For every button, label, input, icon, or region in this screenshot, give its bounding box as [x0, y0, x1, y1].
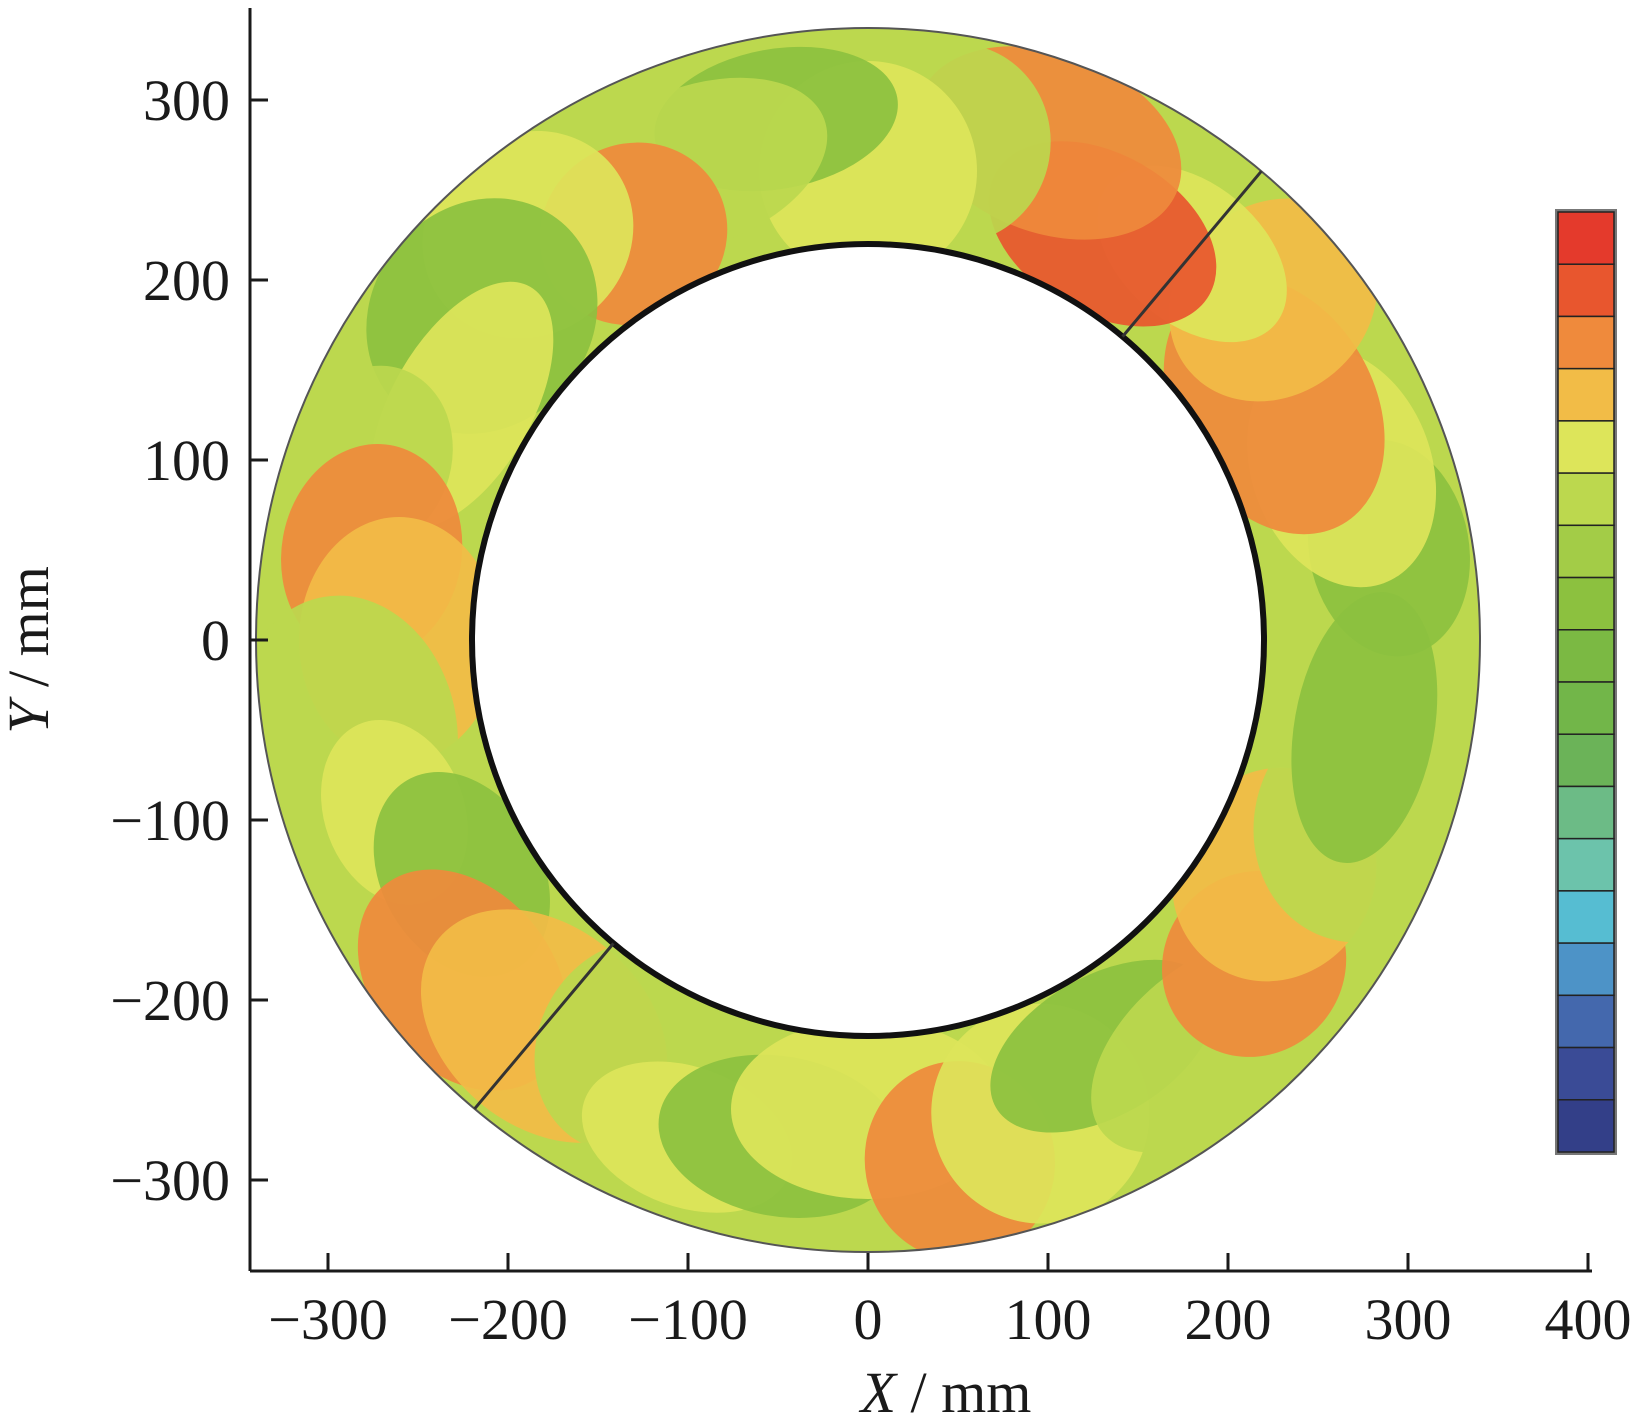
y-tick-label: −100	[110, 788, 230, 853]
x-tick-label: 300	[1365, 1287, 1452, 1352]
contour-region	[1291, 592, 1438, 863]
x-axis-title: X / mm	[859, 1360, 1032, 1419]
y-tick-label: 300	[143, 68, 230, 133]
x-tick-label: 400	[1545, 1287, 1632, 1352]
colorbar-swatch	[1557, 785, 1615, 840]
colorbar-swatch	[1557, 994, 1615, 1049]
colorbar-swatch	[1557, 1046, 1615, 1101]
colorbar-swatch	[1557, 942, 1615, 997]
colorbar-swatch	[1557, 733, 1615, 788]
y-axis-title: Y / mm	[0, 566, 61, 734]
colorbar-swatch	[1557, 837, 1615, 892]
segment-seam	[1121, 170, 1263, 338]
colorbar-swatch	[1557, 420, 1615, 474]
y-tick-label: 200	[143, 248, 230, 313]
colorbar-swatch	[1557, 524, 1615, 579]
y-tick-label: 0	[201, 608, 230, 673]
y-tick-label: −300	[110, 1148, 230, 1213]
x-tick-label: −100	[628, 1287, 748, 1352]
segment-seam	[473, 942, 615, 1110]
colorbar-swatch	[1557, 681, 1615, 735]
colorbar-swatch	[1557, 629, 1615, 683]
y-tick-label: 100	[143, 428, 230, 493]
colorbar-swatch	[1557, 1099, 1615, 1153]
x-tick-label: −200	[448, 1287, 568, 1352]
x-axis-unit: / mm	[896, 1360, 1031, 1419]
axes: −300 −200 −100 0 100 200 300 400 300 200 100 0 −100…	[110, 8, 1632, 1352]
colorbar-swatch	[1557, 263, 1615, 318]
ring-inner-edge	[469, 241, 1267, 1039]
colorbar-swatch	[1557, 472, 1615, 527]
ring-contour	[255, 27, 1481, 1253]
colorbar-swatch	[1557, 315, 1615, 370]
y-axis-var: Y	[0, 696, 61, 734]
y-axis-unit: / mm	[0, 566, 61, 701]
colorbar-swatch	[1557, 576, 1615, 631]
colorbar-swatch	[1557, 211, 1615, 265]
x-tick-label: 200	[1185, 1287, 1272, 1352]
colorbar-swatch	[1557, 890, 1615, 944]
x-tick-label: −300	[268, 1287, 388, 1352]
colorbar	[1555, 209, 1617, 1155]
x-axis-var: X	[859, 1360, 899, 1419]
x-tick-label: 100	[1005, 1287, 1092, 1352]
x-tick-label: 0	[854, 1287, 883, 1352]
y-tick-label: −200	[110, 968, 230, 1033]
colorbar-swatch	[1557, 367, 1615, 422]
